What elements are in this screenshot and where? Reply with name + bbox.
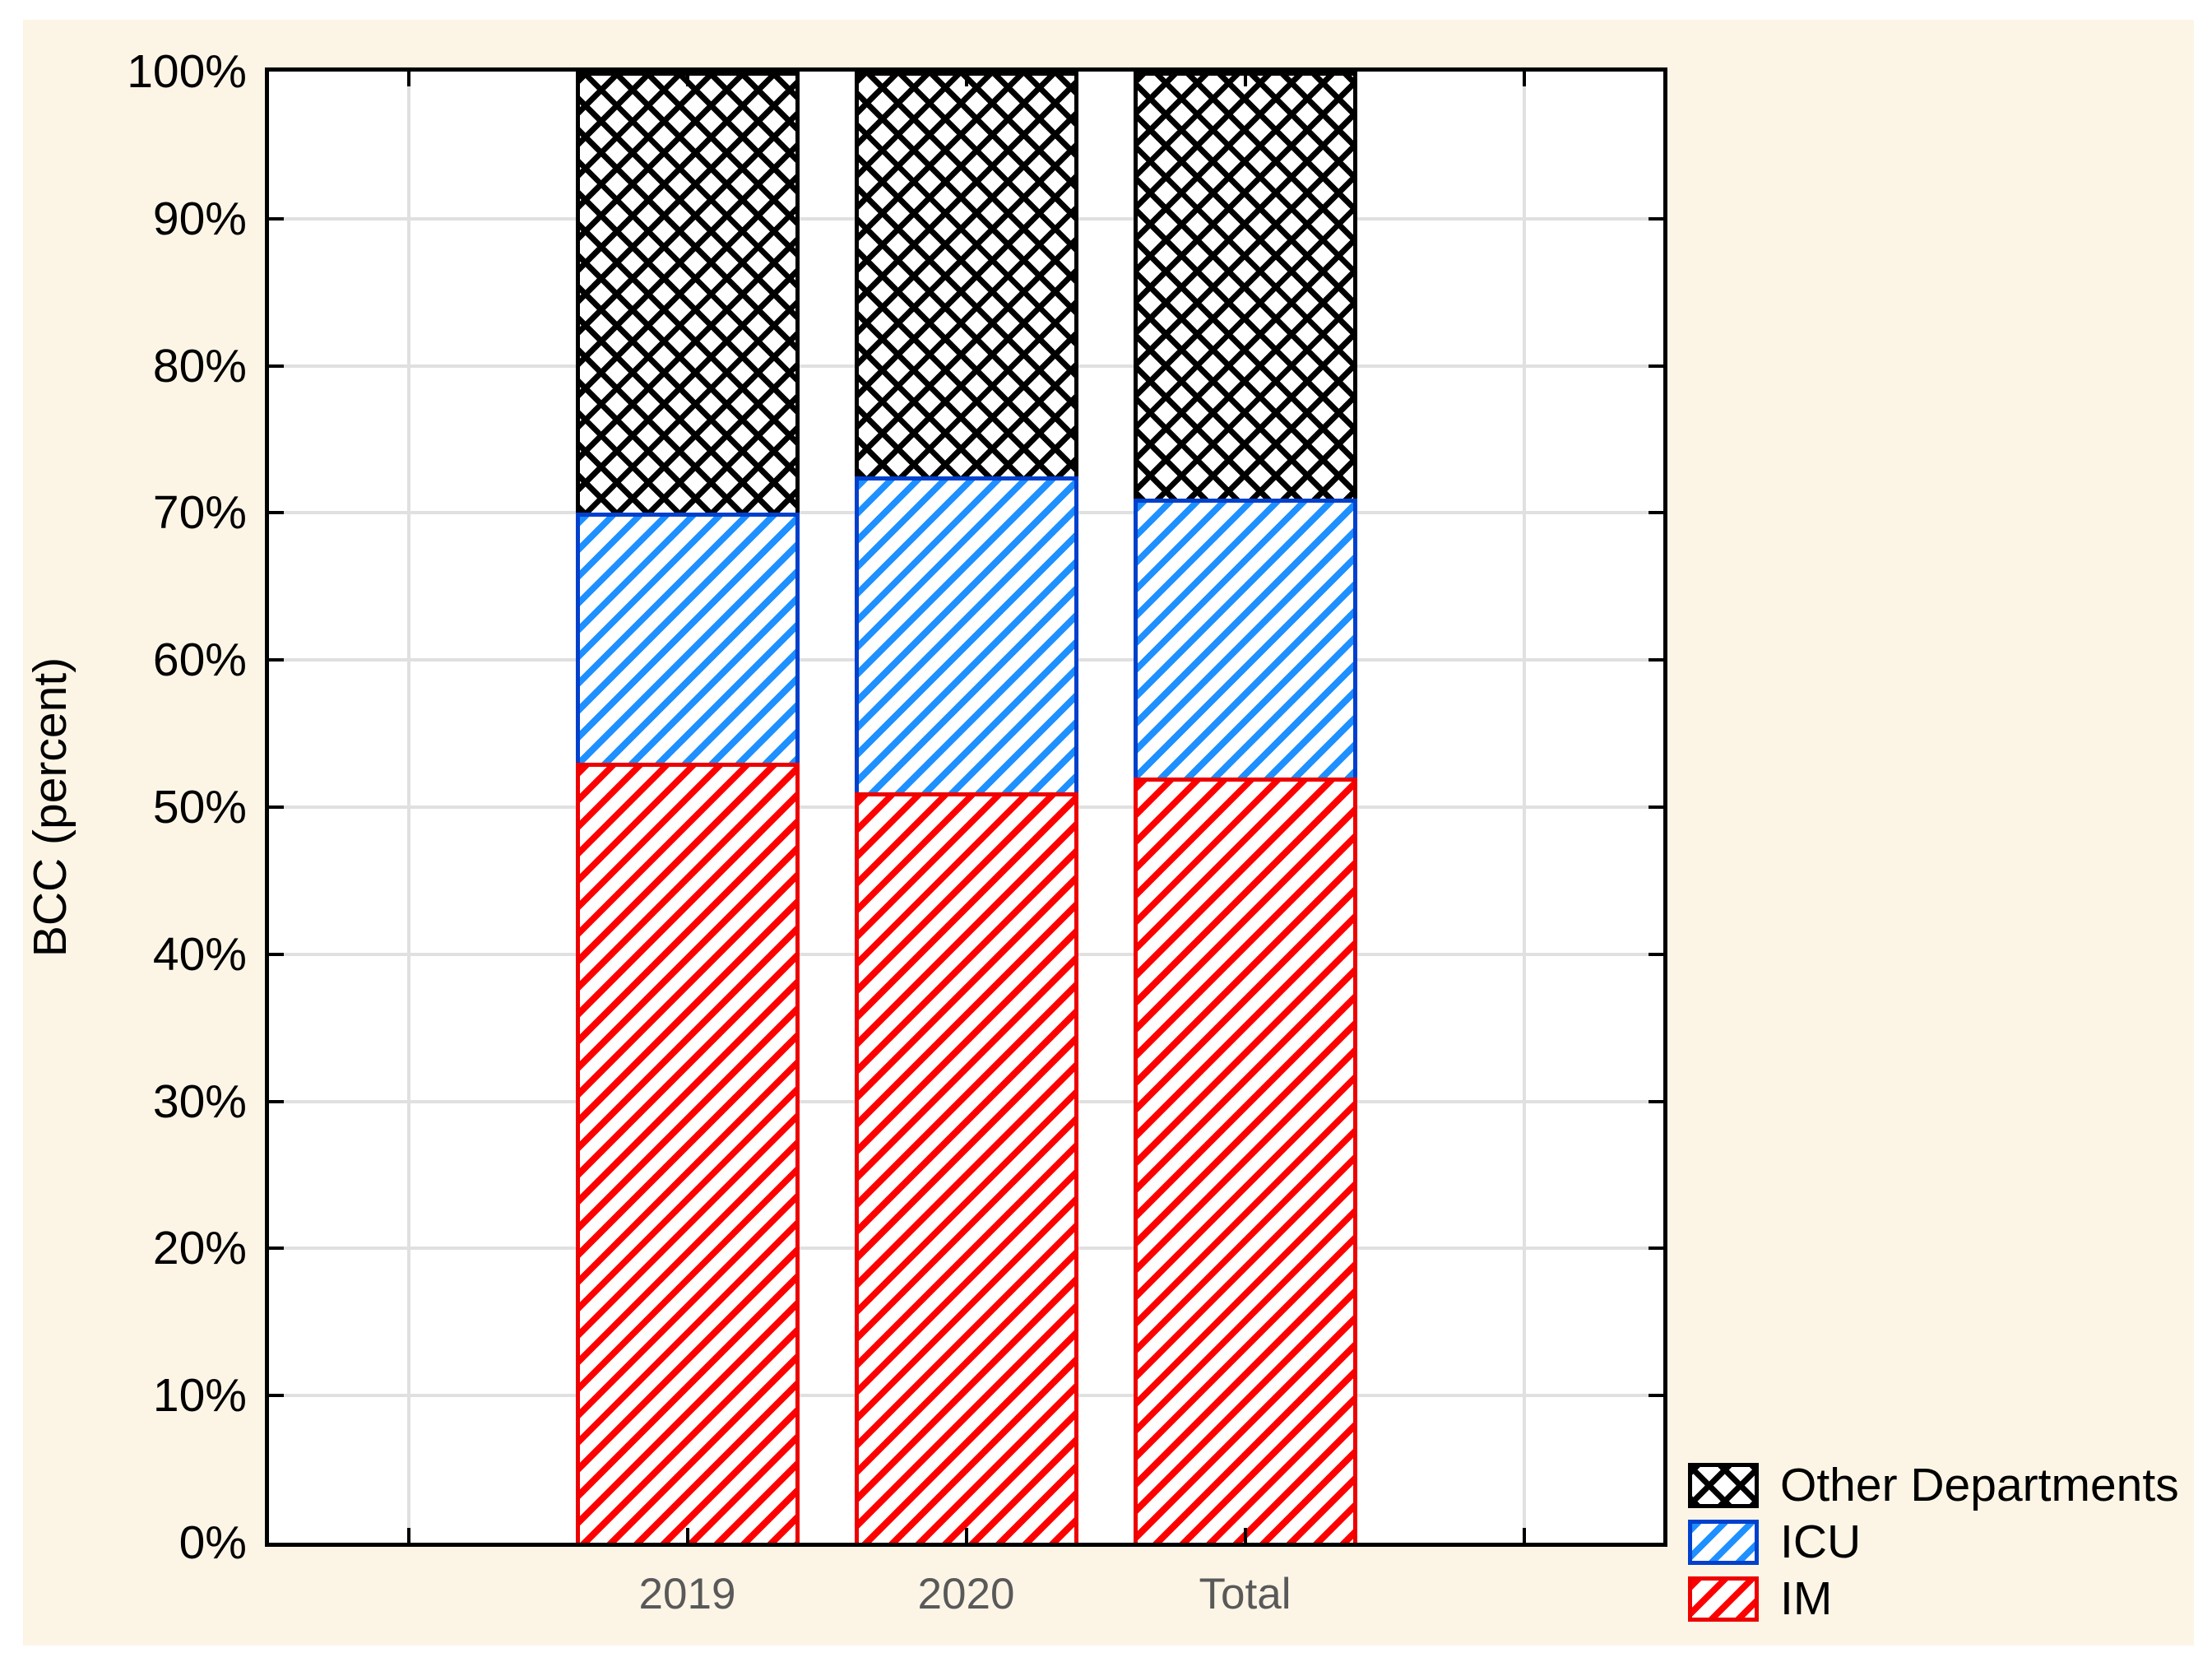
bar-2019-segment-other-departments xyxy=(575,72,800,513)
x-tick-top-1 xyxy=(685,72,689,86)
y-tick-right-70 xyxy=(1649,511,1663,515)
x-tick-bottom-4 xyxy=(1522,1528,1526,1543)
x-tick-top-2 xyxy=(964,72,968,86)
legend-label-other-departments: Other Departments xyxy=(1780,1459,2179,1511)
bar-2020-segment-other-departments xyxy=(854,72,1078,476)
y-tick-left-60 xyxy=(269,658,284,662)
legend-item-im: IM xyxy=(1688,1575,2179,1623)
x-tick-top-3 xyxy=(1243,72,1247,86)
x-tick-bottom-3 xyxy=(1243,1528,1247,1543)
bar-Total-segment-icu xyxy=(1133,498,1357,778)
legend-swatch-im xyxy=(1688,1576,1759,1622)
y-tick-label-40: 40% xyxy=(152,927,247,981)
legend-label-im: IM xyxy=(1780,1572,1833,1625)
x-category-label-2020: 2020 xyxy=(917,1570,1015,1618)
y-tick-left-70 xyxy=(269,511,284,515)
y-tick-left-50 xyxy=(269,805,284,809)
legend-label-icu: ICU xyxy=(1780,1516,1862,1568)
x-tick-bottom-2 xyxy=(964,1528,968,1543)
bar-2020-segment-im xyxy=(854,792,1078,1543)
bar-Total-segment-im xyxy=(1133,778,1357,1543)
y-tick-left-20 xyxy=(269,1246,284,1251)
y-tick-right-60 xyxy=(1649,658,1663,662)
y-tick-label-60: 60% xyxy=(152,634,247,687)
x-category-label-total: Total xyxy=(1199,1570,1291,1618)
y-tick-left-30 xyxy=(269,1099,284,1103)
x-tick-top-4 xyxy=(1522,72,1526,86)
bar-2019-segment-im xyxy=(575,763,800,1543)
x-tick-bottom-0 xyxy=(406,1528,410,1543)
legend-item-icu: ICU xyxy=(1688,1518,2179,1566)
y-tick-label-50: 50% xyxy=(152,781,247,833)
y-tick-label-0: 0% xyxy=(179,1516,247,1569)
y-tick-left-80 xyxy=(269,364,284,368)
y-tick-label-90: 90% xyxy=(152,192,247,245)
y-tick-right-20 xyxy=(1649,1246,1663,1251)
y-tick-label-20: 20% xyxy=(152,1222,247,1275)
y-tick-label-70: 70% xyxy=(152,486,247,540)
bar-2020-segment-icu xyxy=(854,476,1078,793)
gridline-vertical-4 xyxy=(1522,72,1526,1543)
bar-Total-segment-other-departments xyxy=(1133,72,1357,499)
legend-item-other-departments: Other Departments xyxy=(1688,1461,2179,1509)
y-tick-right-40 xyxy=(1649,952,1663,956)
plot-area xyxy=(265,67,1667,1547)
chart-canvas: BCC (percent) 0% 10% 20% 30% 40% 50% 60% 70% 80%… xyxy=(23,20,2194,1646)
y-tick-left-90 xyxy=(269,216,284,221)
x-category-label-2019: 2019 xyxy=(638,1570,736,1618)
y-tick-right-80 xyxy=(1649,364,1663,368)
y-tick-left-10 xyxy=(269,1394,284,1398)
y-tick-label-10: 10% xyxy=(152,1369,247,1423)
y-tick-right-30 xyxy=(1649,1099,1663,1103)
y-tick-left-40 xyxy=(269,952,284,956)
x-tick-top-0 xyxy=(406,72,410,86)
legend-swatch-other-departments xyxy=(1688,1462,1759,1508)
y-tick-right-90 xyxy=(1649,216,1663,221)
legend: Other Departments ICU IM xyxy=(1688,1461,2179,1632)
y-tick-label-80: 80% xyxy=(152,339,247,392)
y-tick-label-30: 30% xyxy=(152,1075,247,1128)
bar-2019-segment-icu xyxy=(575,513,800,764)
gridline-vertical-0 xyxy=(406,72,410,1543)
x-tick-bottom-1 xyxy=(685,1528,689,1543)
legend-swatch-icu xyxy=(1688,1519,1759,1565)
y-tick-label-100: 100% xyxy=(127,45,247,98)
y-tick-right-10 xyxy=(1649,1394,1663,1398)
y-tick-right-50 xyxy=(1649,805,1663,809)
